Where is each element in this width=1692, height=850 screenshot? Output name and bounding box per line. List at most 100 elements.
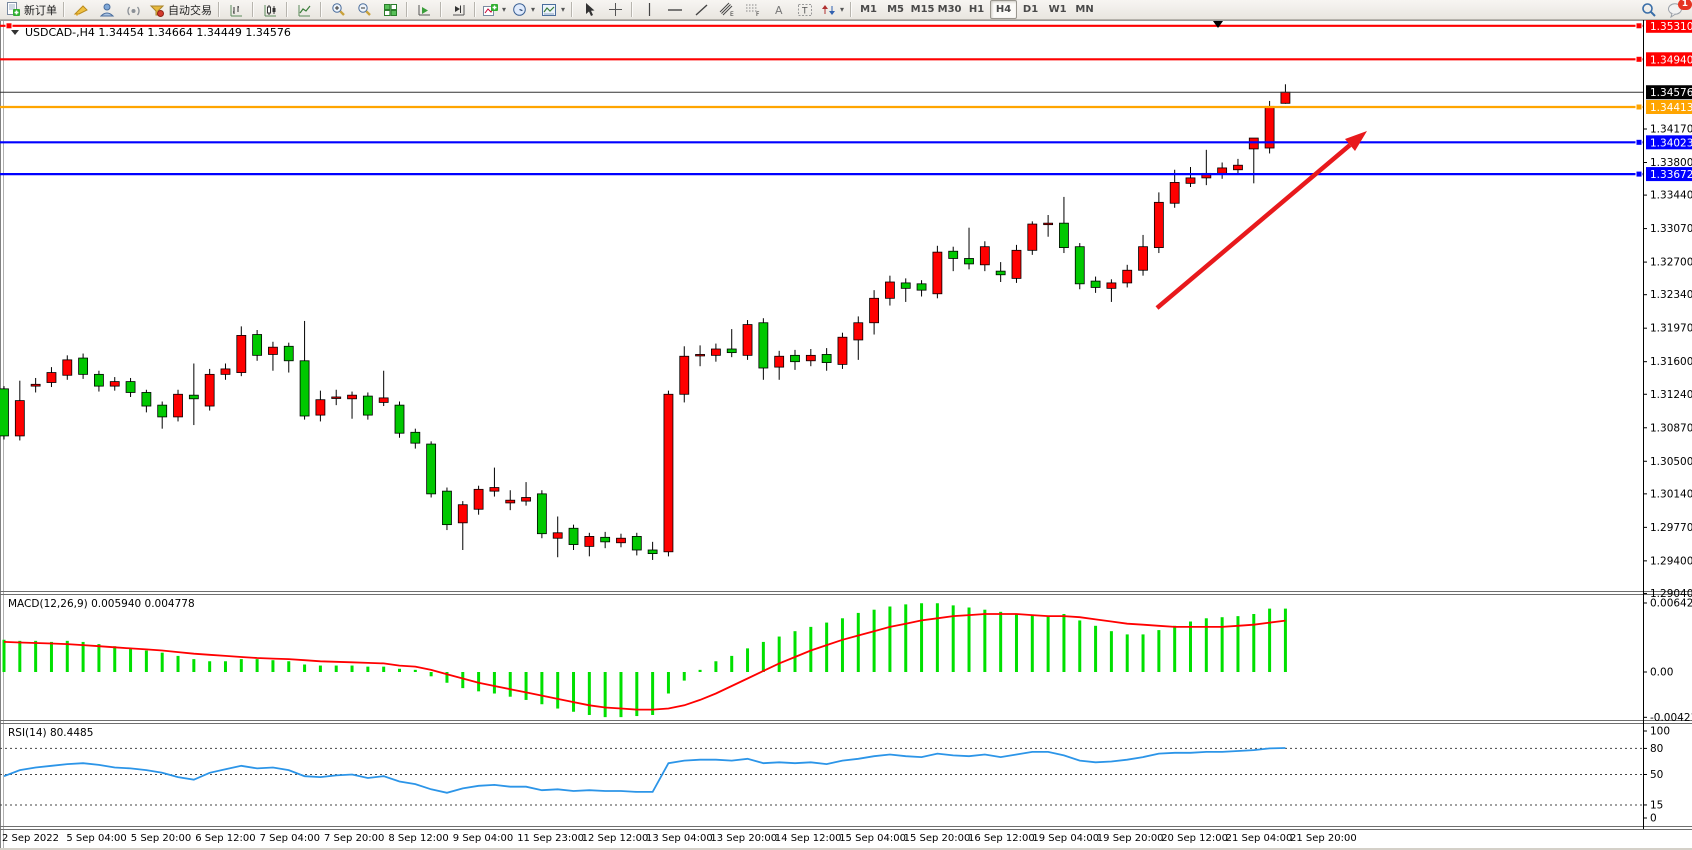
zoom-out-button[interactable]	[351, 0, 377, 20]
candle	[1169, 169, 1180, 208]
horizontal-line-button[interactable]	[662, 0, 688, 20]
chart-shift-button[interactable]	[445, 0, 471, 20]
timeframe-H1[interactable]: H1	[968, 4, 985, 15]
cursor-icon	[586, 3, 595, 16]
timeframe-M30[interactable]: M30	[937, 4, 962, 15]
timeframe-M1[interactable]: M1	[860, 4, 878, 15]
candlestick-chart-button[interactable]	[257, 0, 283, 20]
timeframe-D1[interactable]: D1	[1022, 4, 1039, 15]
rsi-axis-label: 15	[1650, 799, 1663, 811]
candle	[568, 524, 579, 550]
price-badge-1.33672: 1.33672	[1646, 167, 1692, 182]
candle	[821, 348, 832, 371]
candle	[410, 428, 421, 449]
signals-icon	[126, 6, 140, 15]
candle	[679, 346, 690, 403]
vertical-line-button[interactable]	[636, 0, 662, 20]
bar-chart-button[interactable]	[223, 0, 249, 20]
candle-body	[900, 282, 911, 289]
line-chart-icon	[298, 4, 310, 16]
price-badge-1.34940-text: 1.34940	[1650, 54, 1692, 66]
templates-button[interactable]: ▾	[538, 0, 568, 20]
hline-1.34413[interactable]	[0, 103, 1643, 111]
auto-scroll-button[interactable]	[411, 0, 437, 20]
autotrading-button[interactable]: 自动交易	[146, 0, 215, 20]
trend-arrow-annotation[interactable]	[1155, 131, 1367, 310]
zoom-out-icon	[357, 3, 371, 16]
mql-community-button[interactable]	[94, 0, 120, 20]
price-axis[interactable]: 1.34170 1.33800 1.33440 1.33070 1.32700 1.323…	[1643, 20, 1692, 829]
candle-body	[252, 334, 263, 356]
hline-1.33672[interactable]	[0, 170, 1643, 178]
arrows-button[interactable]: ▾	[818, 0, 847, 20]
candle-body	[853, 322, 864, 341]
timeframe-M15[interactable]: M15	[910, 4, 935, 15]
time-axis[interactable]: 2 Sep 2022 5 Sep 04:00 5 Sep 20:00 6 Sep 12…	[2, 833, 1357, 844]
toolbar-separator	[252, 2, 254, 17]
candle	[315, 390, 326, 422]
rsi-axis-label: 50	[1650, 769, 1663, 781]
price-tick-label: 1.30500	[1650, 456, 1692, 468]
timeframe-MN[interactable]: MN	[1075, 4, 1094, 15]
text-label-button[interactable]: T	[792, 0, 818, 20]
candle	[521, 482, 531, 506]
cursor-button[interactable]	[576, 0, 602, 20]
equidistant-channel-button[interactable]: E	[714, 0, 740, 20]
search-button[interactable]	[1636, 0, 1662, 20]
candle-body	[695, 354, 705, 357]
chat-button[interactable]: 1	[1662, 0, 1692, 20]
candle	[78, 353, 88, 379]
fibonacci-button[interactable]: F	[740, 0, 766, 20]
time-label: 7 Sep 04:00	[260, 833, 320, 844]
candle-body	[0, 388, 9, 437]
time-label: 11 Sep 23:00	[517, 833, 584, 844]
chart-shift-icon	[452, 4, 464, 15]
line-chart-button[interactable]	[291, 0, 317, 20]
periods-button[interactable]: ▾	[509, 0, 538, 20]
time-label: 19 Sep 04:00	[1032, 833, 1099, 844]
candle-body	[141, 392, 152, 407]
candle-body	[14, 400, 25, 437]
new-order-button[interactable]: 新订单	[3, 0, 60, 20]
rsi-axis-label: 80	[1650, 743, 1663, 755]
new-order-icon	[7, 2, 20, 16]
hline-1.34023[interactable]	[0, 138, 1643, 146]
chart-shift-marker[interactable]	[1213, 21, 1223, 28]
zoom-in-button[interactable]	[325, 0, 351, 20]
timeframe-M5[interactable]: M5	[887, 4, 905, 15]
hline-1.35310[interactable]	[0, 22, 1643, 30]
candle-body	[46, 372, 57, 383]
candle-body	[1122, 269, 1133, 284]
timeframe-W1[interactable]: W1	[1048, 4, 1067, 15]
svg-text:F: F	[756, 11, 760, 17]
macd-label: MACD(12,26,9) 0.005940 0.004778	[8, 598, 195, 610]
crosshair-button[interactable]	[602, 0, 628, 20]
toolbar-separator	[406, 2, 408, 17]
candle-body	[394, 404, 405, 434]
price-badge-1.33672-bg	[1646, 167, 1692, 182]
candle-body	[78, 357, 88, 375]
indicators-button[interactable]: ▾	[479, 0, 509, 20]
time-label: 12 Sep 12:00	[582, 833, 649, 844]
hline-1.34940[interactable]	[0, 55, 1643, 63]
symbol-dropdown-icon[interactable]	[11, 30, 19, 35]
candle	[378, 370, 389, 407]
text-button[interactable]: A	[766, 0, 792, 20]
dropdown-caret: ▾	[561, 5, 566, 14]
time-label: 2 Sep 2022	[2, 833, 59, 844]
tile-windows-button[interactable]	[377, 0, 403, 20]
time-label: 21 Sep 04:00	[1226, 833, 1293, 844]
price-tick-label: 1.33440	[1650, 190, 1692, 202]
macd-pane: MACD(12,26,9) 0.005940 0.004778	[2, 598, 1287, 718]
candle-body	[1106, 282, 1117, 289]
candles-group	[0, 84, 1291, 560]
candle	[536, 490, 547, 539]
candle-body	[331, 396, 342, 399]
signals-button[interactable]	[120, 0, 146, 20]
candle	[1011, 244, 1022, 283]
candle	[1059, 196, 1069, 254]
trendline-button[interactable]	[688, 0, 714, 20]
crayon-button[interactable]	[68, 0, 94, 20]
timeframe-H4[interactable]: H4	[990, 0, 1018, 19]
